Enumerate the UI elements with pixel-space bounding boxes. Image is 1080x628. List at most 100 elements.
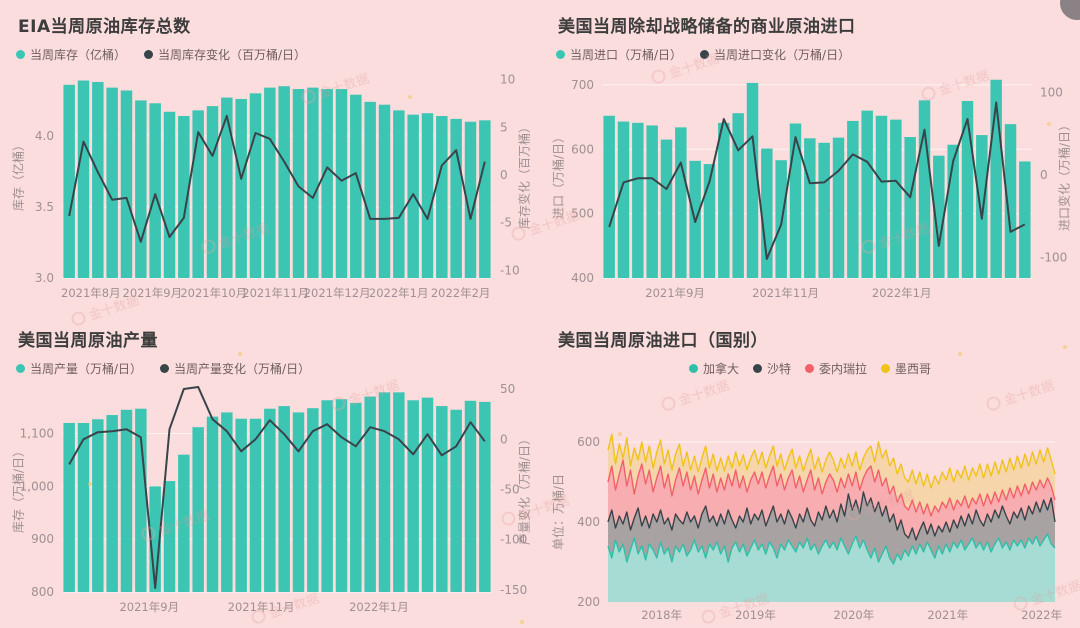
bar xyxy=(292,89,305,278)
legend-dot-icon xyxy=(16,50,25,59)
change-line xyxy=(608,101,1026,260)
legend-item-当周进口（万桶/日）[interactable]: 当周进口（万桶/日） xyxy=(556,46,682,63)
bar xyxy=(264,87,276,278)
y-right-tick: 0 xyxy=(500,432,508,446)
line-加拿大 xyxy=(607,533,1056,565)
legend-label: 加拿大 xyxy=(702,362,739,376)
legend-item-委内瑞拉[interactable]: 委内瑞拉 xyxy=(805,360,867,377)
bar xyxy=(479,401,491,592)
sparkle-dot xyxy=(88,482,92,486)
x-tick: 2020年 xyxy=(833,608,874,622)
bar xyxy=(703,164,716,278)
x-tick: 2021年11月 xyxy=(752,286,819,300)
bar xyxy=(393,392,405,592)
bar xyxy=(904,137,916,278)
bar xyxy=(990,79,1002,278)
sparkle-dot xyxy=(958,352,962,356)
legend-commercial-imports: 当周进口（万桶/日） 当周进口变化（万桶/日） xyxy=(556,46,850,63)
x-tick: 2021年 xyxy=(927,608,968,622)
bar xyxy=(746,82,759,278)
bar xyxy=(407,400,419,592)
bar xyxy=(961,100,974,278)
y-left-tick: 1,000 xyxy=(20,479,54,493)
bar xyxy=(206,106,219,278)
bar xyxy=(120,409,133,592)
bar xyxy=(464,400,477,592)
legend-item-加拿大[interactable]: 加拿大 xyxy=(688,360,739,377)
bar xyxy=(450,118,462,279)
x-tick: 2021年9月 xyxy=(645,286,705,300)
x-tick: 2021年10月 xyxy=(180,286,247,300)
bar xyxy=(933,155,945,278)
legend-production: 当周产量（万桶/日） 当周产量变化（万桶/日） xyxy=(16,360,310,377)
y-right-tick: 5 xyxy=(500,120,508,134)
legend-dot-icon xyxy=(16,364,25,373)
bar xyxy=(149,486,161,592)
bar xyxy=(407,114,419,278)
sparkle-dot xyxy=(408,95,412,99)
bar xyxy=(235,418,247,592)
change-line xyxy=(68,114,486,243)
bar xyxy=(221,97,233,278)
bar xyxy=(660,139,673,278)
legend-item-沙特[interactable]: 沙特 xyxy=(752,360,791,377)
bar xyxy=(92,81,104,278)
x-tick: 2021年9月 xyxy=(119,600,179,614)
change-line xyxy=(68,386,486,589)
x-tick: 2021年11月 xyxy=(228,600,295,614)
bar xyxy=(235,98,247,278)
legend-eia-inventory: 当周库存（亿桶） 当周库存变化（百万桶/日） xyxy=(16,46,306,63)
legend-label: 当周进口变化（万桶/日） xyxy=(714,48,851,62)
legend-item-当周产量变化（万桶/日）[interactable]: 当周产量变化（万桶/日） xyxy=(160,360,310,377)
bar xyxy=(321,89,333,278)
bar xyxy=(135,100,147,278)
bar xyxy=(847,120,859,278)
bar xyxy=(192,427,204,592)
bar xyxy=(135,408,147,592)
sparkle-dot xyxy=(520,620,524,624)
bar xyxy=(63,422,75,592)
bar xyxy=(120,90,133,278)
legend-item-当周产量（万桶/日）[interactable]: 当周产量（万桶/日） xyxy=(16,360,142,377)
x-tick: 2018年 xyxy=(641,608,682,622)
legend-item-当周进口变化（万桶/日）[interactable]: 当周进口变化（万桶/日） xyxy=(700,46,850,63)
y-left-tick: 500 xyxy=(571,207,594,221)
bar xyxy=(617,121,630,278)
bar xyxy=(450,409,462,592)
legend-item-当周库存（亿桶）[interactable]: 当周库存（亿桶） xyxy=(16,46,126,63)
bar xyxy=(675,127,687,278)
y-left-tick: 700 xyxy=(571,78,594,92)
bar xyxy=(603,115,615,279)
bar xyxy=(436,116,448,278)
bar xyxy=(221,412,233,592)
y-left-tick: 400 xyxy=(571,271,594,285)
legend-item-墨西哥[interactable]: 墨西哥 xyxy=(881,360,931,377)
bar xyxy=(321,400,333,592)
bar xyxy=(832,137,845,278)
y-left-tick: 800 xyxy=(31,585,54,599)
commercial-imports-chart: 400 500 600 700 -100 0 100 2021年9月 2021年11月 2022年… xyxy=(571,78,1067,300)
bar xyxy=(918,100,931,278)
line-墨西哥 xyxy=(607,433,1056,489)
legend-dot-icon xyxy=(805,364,814,373)
bar xyxy=(149,103,161,278)
bar xyxy=(163,481,176,592)
y-right-tick: -100 xyxy=(500,533,527,547)
bar xyxy=(393,110,405,279)
chart-panel-commercial-imports: 美国当周除却战略储备的商业原油进口 当周进口（万桶/日） 当周进口变化（万桶/日）… xyxy=(540,0,1080,314)
y-left-tick: 400 xyxy=(577,515,600,529)
x-tick: 2021年12月 xyxy=(304,286,371,300)
chart-title-production: 美国当周原油产量 xyxy=(18,331,158,351)
bar xyxy=(178,116,190,278)
bar xyxy=(278,406,290,592)
bar xyxy=(249,418,262,592)
bar xyxy=(421,113,434,278)
x-tick: 2021年11月 xyxy=(242,286,309,300)
legend-item-当周库存变化（百万桶/日）[interactable]: 当周库存变化（百万桶/日） xyxy=(144,46,306,63)
bar xyxy=(436,406,448,592)
legend-dot-icon xyxy=(160,364,170,373)
sparkle-dot xyxy=(238,352,242,356)
y-left-tick: 600 xyxy=(577,435,600,449)
bar xyxy=(818,142,830,278)
chart-panel-production: 美国当周原油产量 当周产量（万桶/日） 当周产量变化（万桶/日） 800 900 1,… xyxy=(0,314,540,628)
